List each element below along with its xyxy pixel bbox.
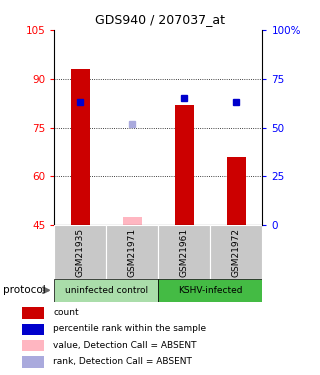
Bar bbox=[22, 357, 44, 368]
Text: GSM21971: GSM21971 bbox=[128, 228, 137, 277]
Text: protocol: protocol bbox=[3, 285, 46, 295]
Bar bbox=[158, 279, 262, 302]
Text: GSM21961: GSM21961 bbox=[180, 228, 189, 277]
Bar bbox=[22, 340, 44, 351]
Text: uninfected control: uninfected control bbox=[65, 286, 148, 295]
Bar bbox=[54, 225, 106, 279]
Text: rank, Detection Call = ABSENT: rank, Detection Call = ABSENT bbox=[53, 357, 192, 366]
Text: percentile rank within the sample: percentile rank within the sample bbox=[53, 324, 206, 333]
Text: GDS940 / 207037_at: GDS940 / 207037_at bbox=[95, 13, 225, 26]
Bar bbox=[106, 225, 158, 279]
Bar bbox=[227, 157, 245, 225]
Bar bbox=[158, 225, 211, 279]
Text: count: count bbox=[53, 308, 79, 317]
Text: KSHV-infected: KSHV-infected bbox=[178, 286, 243, 295]
Text: GSM21972: GSM21972 bbox=[232, 228, 241, 277]
Bar bbox=[71, 69, 90, 225]
Bar bbox=[22, 308, 44, 319]
Bar bbox=[54, 279, 158, 302]
Text: value, Detection Call = ABSENT: value, Detection Call = ABSENT bbox=[53, 340, 196, 350]
Bar bbox=[175, 105, 194, 225]
Bar bbox=[211, 225, 262, 279]
Text: GSM21935: GSM21935 bbox=[76, 228, 85, 277]
Bar bbox=[123, 217, 141, 225]
Bar bbox=[22, 324, 44, 335]
